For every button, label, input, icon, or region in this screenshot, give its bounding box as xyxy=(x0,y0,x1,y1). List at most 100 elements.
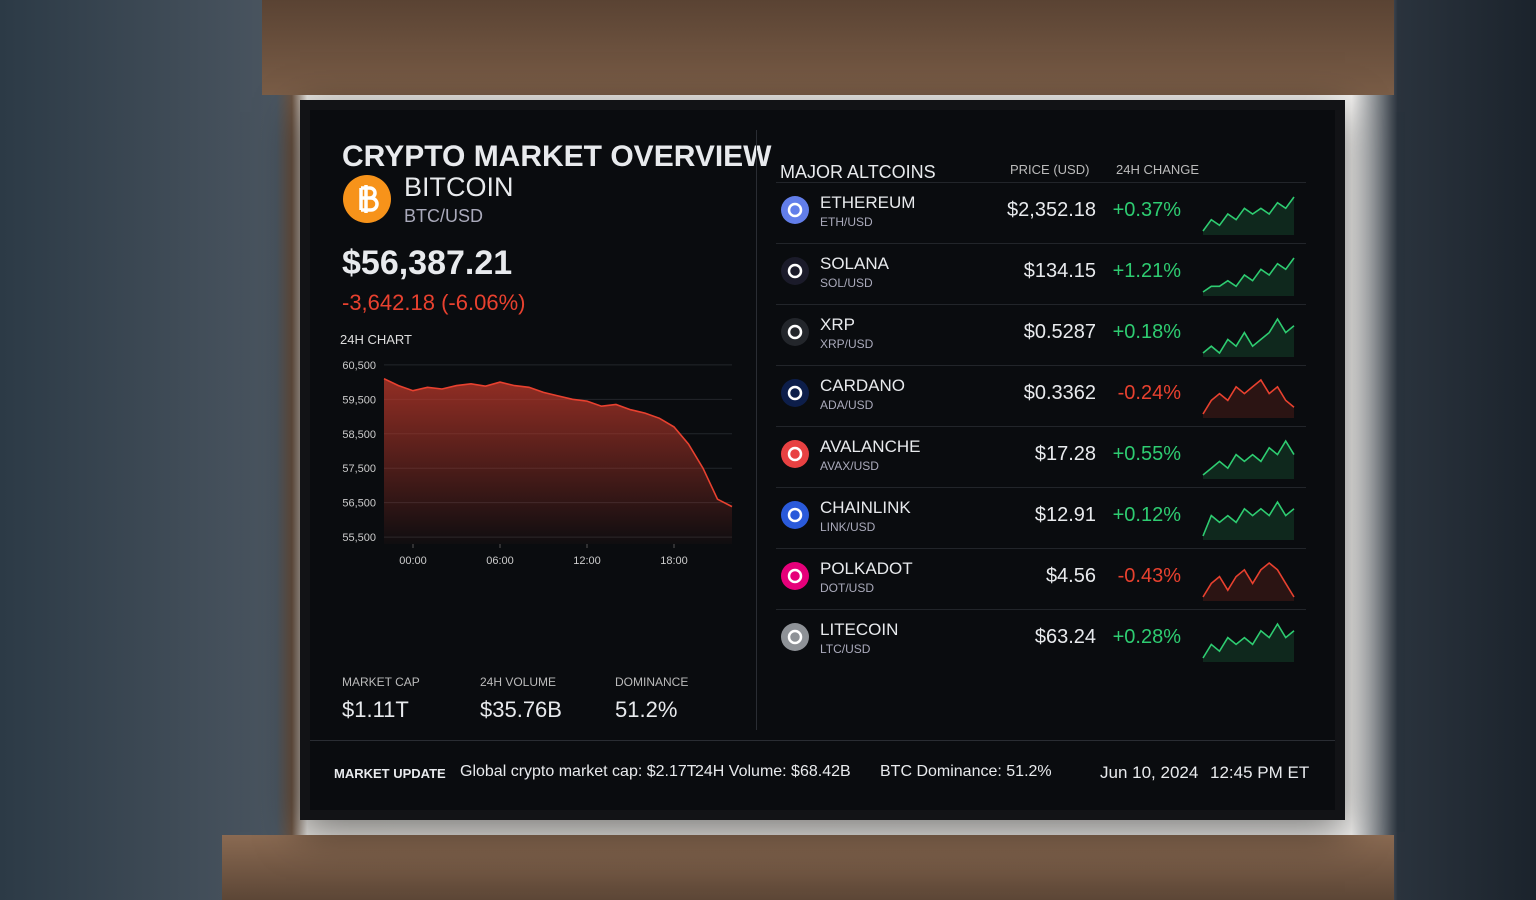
stat-label: 24H VOLUME xyxy=(480,675,557,689)
wall-panel xyxy=(222,835,1394,900)
stat-value: $1.11T xyxy=(342,697,409,722)
y-tick-label: 56,500 xyxy=(342,498,376,510)
divider xyxy=(756,130,757,730)
dashboard-title: CRYPTO MARKET OVERVIEW xyxy=(342,140,772,173)
coin-name: CARDANO xyxy=(820,376,906,395)
sparkline-fill xyxy=(1203,319,1294,357)
icon-circle xyxy=(781,623,809,651)
coin-pair: SOL/USD xyxy=(820,276,873,290)
sparkline-line xyxy=(1202,439,1295,476)
coin-change: +1.21% xyxy=(1112,260,1181,282)
coin-name: CHAINLINK xyxy=(820,498,911,517)
ticker-item: 24H Volume: $68.42B xyxy=(695,763,851,780)
altcoins-heading: MAJOR ALTCOINS xyxy=(780,162,936,182)
altcoin-row: POLKADOT DOT/USD $4.56 -0.43% xyxy=(776,548,1306,609)
sparkline xyxy=(1202,561,1295,601)
coin-change: +0.55% xyxy=(1112,443,1181,465)
coin-pair: LTC/USD xyxy=(820,642,871,656)
coin-name: ETHEREUM xyxy=(820,193,916,212)
change-header: 24H CHANGE xyxy=(1116,162,1200,177)
coin-change: +0.12% xyxy=(1112,504,1181,526)
coin-icon xyxy=(781,562,809,590)
area-fill xyxy=(384,378,732,544)
coin-pair: LINK/USD xyxy=(820,520,876,534)
sparkline-fill xyxy=(1203,624,1294,662)
price-header: PRICE (USD) xyxy=(1010,162,1090,177)
y-tick-label: 57,500 xyxy=(342,463,376,475)
x-tick-label: 06:00 xyxy=(486,555,514,567)
ticker-time: 12:45 PM ET xyxy=(1210,763,1310,782)
sparkline-line xyxy=(1202,196,1295,232)
price-line xyxy=(383,377,733,508)
altcoin-row: XRP XRP/USD $0.5287 +0.18% xyxy=(776,304,1306,365)
x-tick-label: 12:00 xyxy=(573,555,601,567)
coin-icon xyxy=(781,623,809,651)
change-amount: -3,642.18 xyxy=(342,290,435,315)
coin-icon xyxy=(781,501,809,529)
coin-icon xyxy=(781,257,809,285)
coin-price: $2,352.18 xyxy=(1007,199,1096,221)
coin-pair: ADA/USD xyxy=(820,398,874,412)
altcoin-row: LITECOIN LTC/USD $63.24 +0.28% xyxy=(776,609,1306,670)
coin-change: +0.28% xyxy=(1112,626,1181,648)
coin-icon xyxy=(781,379,809,407)
coin-pair: DOT/USD xyxy=(820,581,874,595)
icon-glyph xyxy=(787,446,803,462)
ticker-label: MARKET UPDATE xyxy=(334,766,446,781)
x-tick-label: 18:00 xyxy=(660,555,688,567)
coin-name: BITCOIN xyxy=(404,172,514,202)
altcoin-row: AVALANCHE AVAX/USD $17.28 +0.55% xyxy=(776,426,1306,487)
ticker-date: Jun 10, 2024 xyxy=(1100,763,1199,782)
icon-circle xyxy=(781,318,809,346)
sparkline-line xyxy=(1202,500,1295,537)
stat-label: DOMINANCE xyxy=(615,675,689,689)
stat: 24H VOLUME $35.76B xyxy=(480,675,562,723)
icon-circle xyxy=(781,196,809,224)
x-tick-label: 00:00 xyxy=(399,555,427,567)
sparkline-fill xyxy=(1203,441,1294,479)
dashboard-screen: CRYPTO MARKET OVERVIEW BITCOIN BTC/USD $… xyxy=(300,100,1345,820)
sparkline xyxy=(1202,500,1295,540)
sparkline-line xyxy=(1202,622,1295,659)
sparkline-fill xyxy=(1203,502,1294,540)
coin-name: LITECOIN xyxy=(820,620,899,639)
coin-name: POLKADOT xyxy=(820,559,913,578)
coin-name: XRP xyxy=(820,315,855,334)
sparkline-line xyxy=(1202,378,1295,415)
altcoin-row: CARDANO ADA/USD $0.3362 -0.24% xyxy=(776,365,1306,426)
sparkline-fill xyxy=(1203,380,1294,418)
icon-glyph xyxy=(787,324,803,340)
ticker-bar: MARKET UPDATE Global crypto market cap: … xyxy=(310,740,1335,810)
sparkline xyxy=(1202,317,1295,357)
y-tick-label: 58,500 xyxy=(342,429,376,441)
sparkline xyxy=(1202,196,1295,235)
stat-value: $35.76B xyxy=(480,697,562,722)
altcoin-row: SOLANA SOL/USD $134.15 +1.21% xyxy=(776,243,1306,304)
icon-circle xyxy=(781,440,809,468)
sparkline-fill xyxy=(1203,258,1294,296)
stat: DOMINANCE 51.2% xyxy=(615,675,688,723)
sparkline-line xyxy=(1202,257,1295,293)
change-percent: (-6.06%) xyxy=(441,290,526,315)
icon-glyph xyxy=(787,385,803,401)
coin-icon xyxy=(781,318,809,346)
sparkline xyxy=(1202,378,1295,418)
icon-glyph xyxy=(787,202,803,218)
icon-glyph xyxy=(787,263,803,279)
ticker-item: BTC Dominance: 51.2% xyxy=(880,763,1052,780)
coin-icon xyxy=(781,440,809,468)
altcoin-row: CHAINLINK LINK/USD $12.91 +0.12% xyxy=(776,487,1306,548)
sparkline xyxy=(1202,622,1295,662)
icon-circle xyxy=(781,501,809,529)
icon-glyph xyxy=(787,629,803,645)
coin-price: $56,387.21 xyxy=(342,244,513,282)
y-tick-label: 60,500 xyxy=(342,360,376,372)
icon-glyph xyxy=(787,568,803,584)
icon-glyph xyxy=(787,507,803,523)
stat-label: MARKET CAP xyxy=(342,675,420,689)
coin-change: -3,642.18 (-6.06%) xyxy=(342,290,525,316)
btc-chart: 24H CHART 55,500 56,500 57,500 58,500 59,500… xyxy=(340,332,733,567)
icon-circle xyxy=(781,562,809,590)
coin-price: $4.56 xyxy=(1045,565,1096,587)
